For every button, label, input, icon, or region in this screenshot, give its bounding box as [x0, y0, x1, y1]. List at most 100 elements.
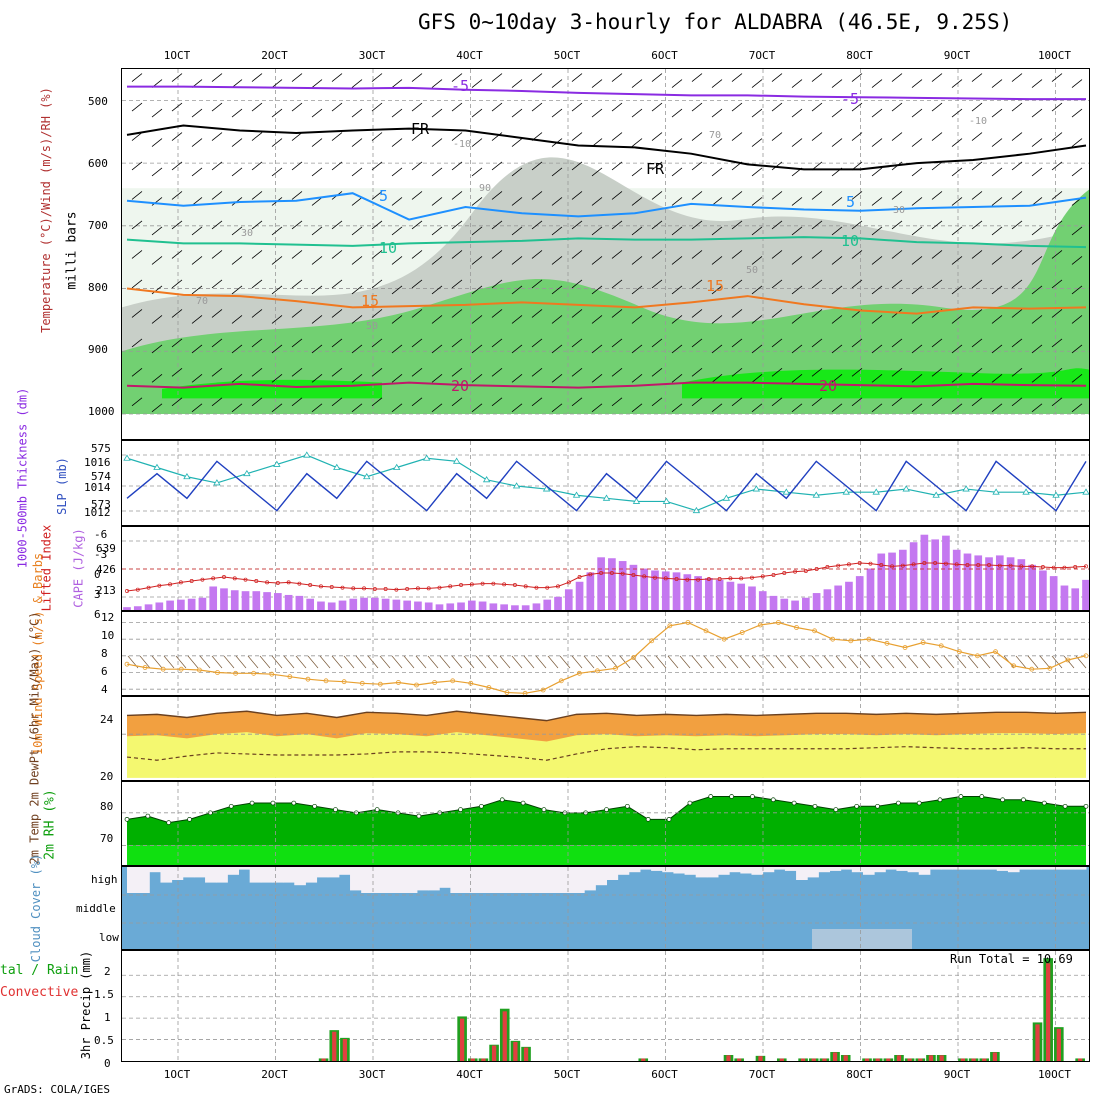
- wind-barb: [351, 256, 363, 265]
- wind-barb: [171, 161, 183, 171]
- wind-barb: [931, 279, 943, 289]
- cape-bar: [575, 581, 584, 610]
- wind-barb: [711, 138, 723, 147]
- surface-wind-barb: [859, 655, 871, 669]
- li-marker: [1019, 564, 1024, 569]
- wind-barb: [631, 256, 643, 265]
- rh-marker: [520, 800, 526, 806]
- cape-bar: [306, 598, 315, 610]
- wind-barb: [931, 132, 943, 141]
- wind-barb: [351, 285, 363, 295]
- wind-barb: [471, 108, 483, 118]
- wind-barb: [1031, 226, 1043, 236]
- wind-speed-marker: [848, 638, 854, 644]
- wind-barb: [751, 226, 763, 236]
- contour-label: 5: [846, 193, 855, 211]
- li-marker: [1030, 564, 1035, 569]
- rh-marker: [333, 807, 338, 812]
- li-marker: [1062, 565, 1067, 570]
- wind-barb: [391, 403, 403, 413]
- wind-barb: [831, 256, 843, 265]
- wind-barb: [651, 132, 663, 141]
- wind-barb: [591, 315, 603, 324]
- li-marker: [222, 575, 226, 579]
- wind-barb: [1051, 279, 1063, 289]
- wind-barb: [651, 279, 663, 289]
- y-tick-label: 3: [94, 588, 101, 601]
- rh-base-fill: [127, 845, 1086, 865]
- wind-speed-marker: [1065, 657, 1071, 663]
- wind-barb: [731, 191, 743, 200]
- surface-wind-barb: [475, 655, 487, 669]
- wind-barb: [511, 256, 523, 265]
- wind-barb: [651, 397, 663, 407]
- li-marker: [405, 587, 410, 591]
- contour-label: 30: [241, 228, 253, 239]
- wind-barb: [991, 138, 1003, 147]
- wind-barb: [451, 250, 463, 259]
- wind-barb: [1031, 315, 1043, 324]
- li-marker: [739, 576, 744, 581]
- wind-barb: [1071, 108, 1083, 118]
- wind-barb: [871, 197, 883, 206]
- li-marker: [556, 584, 560, 589]
- surface-wind-barb: [583, 655, 595, 669]
- wind-barb: [671, 108, 683, 118]
- temp-line: [126, 710, 1087, 722]
- wind-barb: [631, 403, 643, 413]
- rh-marker: [687, 800, 693, 806]
- cape-bar: [855, 576, 864, 610]
- cape-bar: [963, 553, 972, 610]
- y-axis-label: Cloud Cover (%): [29, 853, 44, 963]
- rh-marker: [270, 800, 276, 806]
- wind-barb: [891, 338, 903, 348]
- rh-marker: [729, 794, 734, 799]
- temp-line-5: [126, 381, 1087, 389]
- wind-barb: [251, 368, 263, 377]
- wind-barb: [271, 79, 283, 88]
- wind-barb: [891, 279, 903, 289]
- wind-barb: [251, 73, 263, 82]
- li-marker: [254, 579, 259, 583]
- wind-barb: [151, 108, 163, 118]
- wind-barb: [991, 167, 1003, 177]
- top-date-label: 9OCT: [943, 49, 971, 62]
- wind-barb: [991, 374, 1003, 383]
- cape-bar: [284, 594, 293, 610]
- wind-barb: [231, 167, 243, 177]
- temp-line-1: [126, 124, 1087, 171]
- wind-barb: [331, 161, 343, 171]
- li-marker: [868, 561, 873, 566]
- cape-bar: [1082, 579, 1089, 610]
- cape-bar: [812, 593, 821, 610]
- li-marker: [265, 580, 270, 585]
- wind-barb: [691, 102, 703, 112]
- cape-bar: [155, 602, 164, 610]
- wind-barb: [931, 250, 943, 259]
- y-tick-label: 20: [100, 770, 114, 783]
- cloud-high-gap: [584, 867, 596, 891]
- wind-barb: [591, 167, 603, 177]
- li-marker: [760, 574, 765, 579]
- cape-bar: [845, 581, 853, 610]
- y-tick-label: 0: [94, 568, 101, 581]
- wind-barb: [731, 397, 743, 407]
- cloud-high-gap: [1030, 867, 1042, 870]
- wind-barb: [531, 191, 543, 200]
- wind-barb: [491, 368, 503, 377]
- wind-barb: [211, 397, 223, 407]
- wind-barb: [511, 315, 523, 324]
- wind-barb: [351, 315, 363, 324]
- cloud-high-gap: [193, 867, 206, 878]
- thickness-marker: [512, 482, 521, 489]
- wind-barb: [671, 138, 683, 147]
- wind-speed-marker: [558, 678, 564, 684]
- wind-barb: [951, 108, 963, 118]
- surface-wind-barb: [643, 655, 655, 669]
- wind-barb: [731, 309, 743, 318]
- li-marker: [965, 563, 970, 567]
- wind-barb: [871, 256, 883, 265]
- li-marker: [383, 587, 388, 591]
- wind-barb: [831, 285, 843, 295]
- wind-barb: [331, 220, 343, 230]
